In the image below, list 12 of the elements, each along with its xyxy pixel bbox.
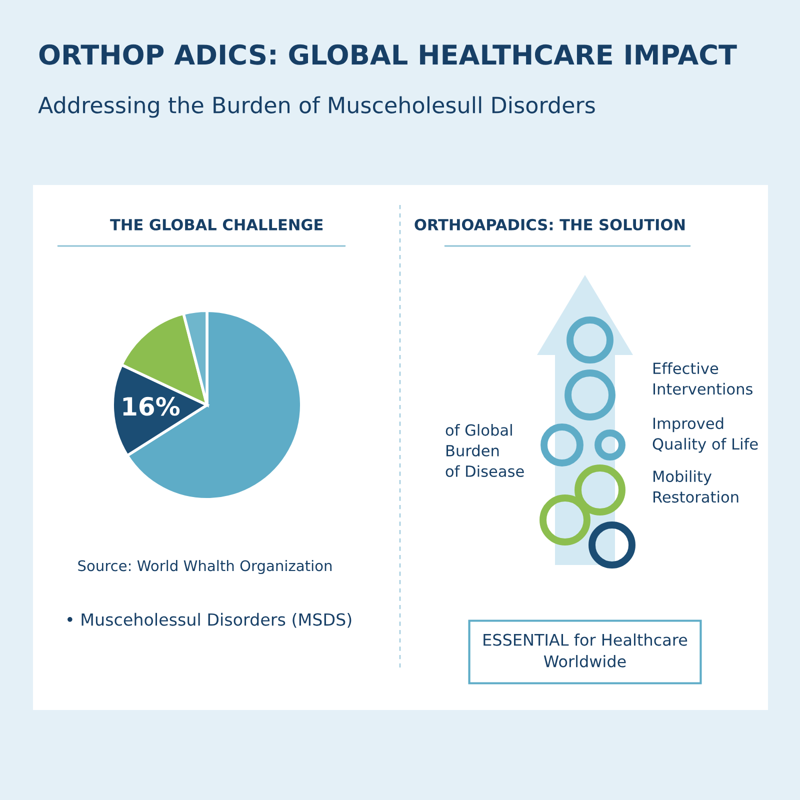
text: ESSENTIAL for Healthcare Worldwide (484, 634, 688, 668)
text: Addressing the Burden of Musceholesull Disorders (38, 96, 595, 118)
chart-title: THE GLOBAL CHALLENGE (110, 218, 323, 230)
text: ORTHOP ADICS: GLOBAL HEALTHCARE IMPACT (39, 44, 737, 65)
source-note: Source: World Whalth Organization (78, 560, 332, 574)
text: Effective Interventions (654, 362, 752, 395)
text: of Global Burden of Disease (446, 424, 524, 478)
text: • Musceholessul Disorders (MSDS) (67, 612, 352, 628)
text: Improved Quality of Life (652, 417, 758, 453)
text: Mobility Restoration (654, 470, 738, 503)
data-label: 16% (123, 396, 180, 416)
text: ORTHOAPADICS: THE SOLUTION (414, 218, 685, 230)
